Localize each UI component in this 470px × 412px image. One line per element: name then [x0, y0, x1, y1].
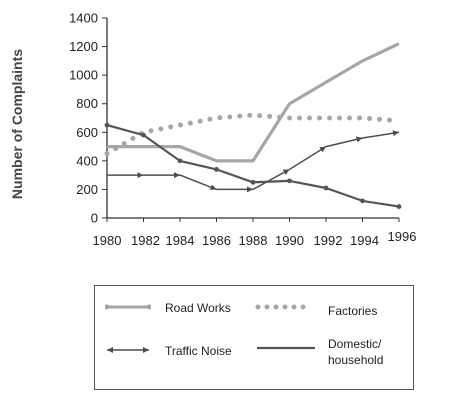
data-point: [287, 178, 292, 184]
data-point: [323, 185, 329, 191]
data-point: [247, 186, 253, 193]
legend-swatch-domestic-household: [257, 346, 315, 350]
x-tick-label: 1986: [202, 233, 231, 248]
y-tick-label: 800: [76, 96, 98, 111]
y-tick-label: 1400: [69, 11, 98, 26]
legend-swatch-road-works: [105, 304, 151, 310]
data-point: [137, 172, 144, 179]
data-point: [396, 204, 402, 209]
data-point: [214, 167, 219, 172]
legend-swatch-traffic-noise: [107, 347, 149, 353]
data-point: [141, 132, 146, 138]
legend-label-traffic-noise: Traffic Noise: [165, 344, 232, 358]
series-line: [107, 42, 400, 163]
data-point: [177, 158, 183, 164]
y-tick-label: 400: [76, 153, 98, 168]
y-tick-label: 0: [91, 211, 98, 226]
data-point: [209, 184, 217, 191]
x-tick-label: 1996: [388, 229, 417, 244]
x-tick-label: 1988: [239, 233, 268, 248]
data-point: [104, 122, 110, 128]
data-point: [355, 136, 363, 143]
legend: Road Works Factories Traffic Noise Domes…: [94, 285, 414, 390]
x-tick-label: 1982: [131, 233, 160, 248]
y-tick-label: 1000: [69, 68, 98, 83]
axes: 0 200 400 600 800 1000 1200 1400 1980 1982 1984 198…: [69, 11, 416, 249]
x-tick-label: 1994: [350, 233, 379, 248]
y-tick-label: 1200: [69, 39, 98, 54]
legend-label-road-works: Road Works: [165, 301, 231, 315]
series-line: [107, 131, 400, 191]
series-road-works: [107, 42, 400, 163]
series-factories: [104, 112, 402, 157]
line-chart: 0 200 400 600 800 1000 1200 1400 1980 1982 1984 198…: [9, 11, 416, 249]
data-point: [174, 172, 180, 179]
data-point: [360, 198, 365, 204]
legend-swatch-factories: [255, 304, 311, 310]
series-domestic-household: [104, 122, 402, 209]
legend-label-domestic-household: Domestic/ household: [328, 336, 383, 368]
data-point: [392, 130, 399, 137]
legend-label-domestic-line1: Domestic/: [328, 337, 382, 351]
series-line: [104, 112, 402, 157]
x-tick-label: 1992: [314, 233, 343, 248]
legend-label-domestic-line2: household: [328, 353, 384, 367]
series-layer: [104, 42, 402, 209]
x-tick-label: 1980: [93, 233, 122, 248]
data-point: [282, 169, 290, 175]
x-tick-label: 1984: [166, 233, 195, 248]
data-point: [319, 146, 326, 153]
data-point: [250, 179, 256, 185]
series-traffic-noise: [107, 130, 400, 193]
y-axis-label: Number of Complaints: [9, 49, 25, 199]
y-tick-label: 600: [76, 125, 98, 140]
x-tick-label: 1990: [275, 233, 304, 248]
legend-label-factories: Factories: [328, 304, 378, 318]
y-tick-label: 200: [76, 182, 98, 197]
series-line: [106, 124, 400, 208]
